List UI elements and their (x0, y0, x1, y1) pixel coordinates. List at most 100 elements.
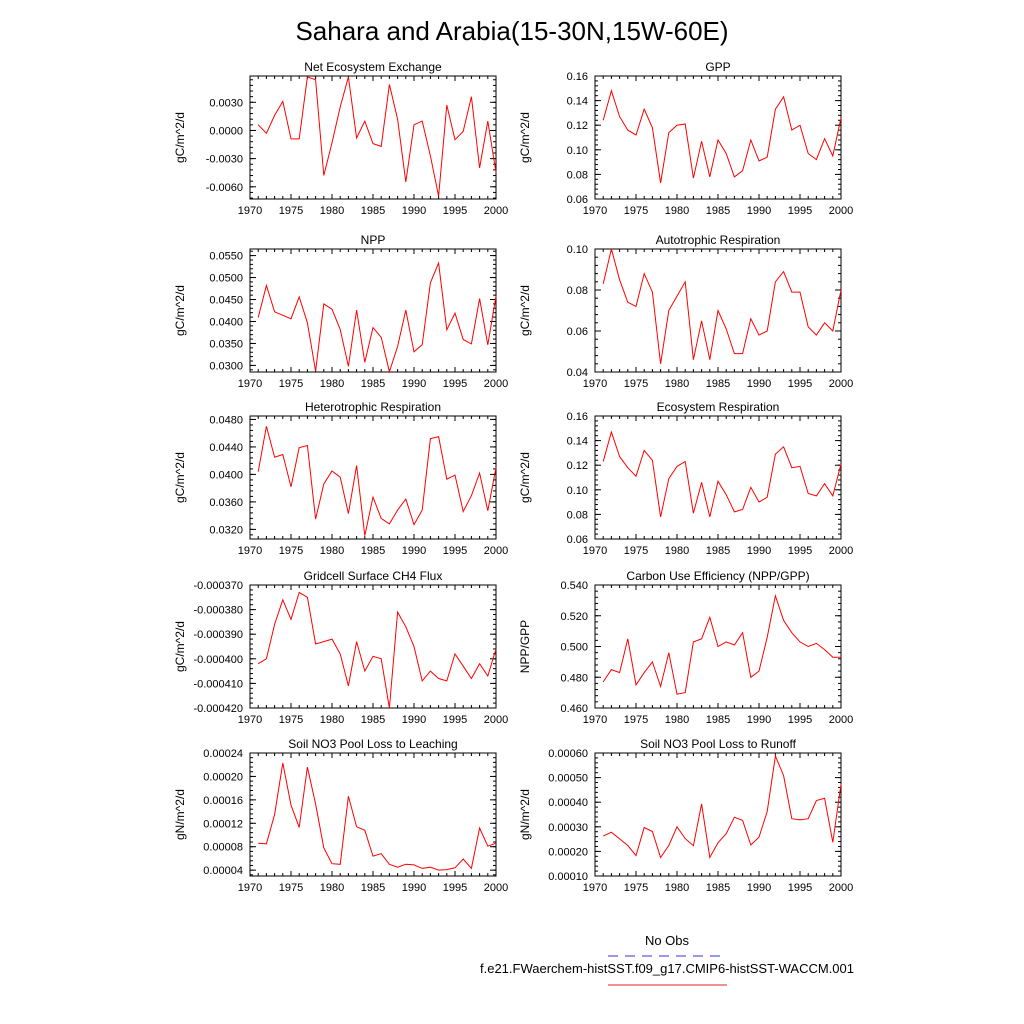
y-tick-label: 0.14 (567, 96, 588, 108)
y-tick-label: 0.0400 (209, 316, 243, 328)
legend-label-run: f.e21.FWaerchem-histSST.f09_g17.CMIP6-hi… (480, 961, 854, 976)
y-axis-label: gN/m^2/d (173, 789, 187, 840)
x-tick-label: 2000 (484, 545, 508, 557)
y-axis-label: gC/m^2/d (518, 285, 532, 336)
x-tick-label: 1980 (665, 545, 689, 557)
x-tick-label: 1970 (583, 882, 607, 894)
series-line (602, 754, 842, 860)
y-tick-label: -0.000380 (193, 605, 243, 617)
x-tick-label: 1985 (706, 714, 730, 726)
x-tick-label: 2000 (484, 882, 508, 894)
x-tick-label: 1980 (320, 378, 344, 390)
y-tick-label: 0.06 (567, 194, 588, 206)
y-tick-label: 0.08 (567, 169, 588, 181)
y-tick-label: 0.00040 (548, 797, 588, 809)
x-tick-label: 1975 (279, 714, 303, 726)
y-tick-label: -0.000390 (193, 629, 243, 641)
panel-title: Gridcell Surface CH4 Flux (304, 569, 443, 583)
y-axis-label: gN/m^2/d (518, 789, 532, 840)
y-tick-label: 0.00020 (203, 771, 243, 783)
chart-panel: Autotrophic Respiration gC/m^2/d 1970 1975 1… (518, 233, 853, 390)
chart-panel: Soil NO3 Pool Loss to Leaching gN/m^2/d 19… (173, 737, 508, 894)
y-tick-label: -0.000370 (193, 580, 243, 592)
y-tick-label: 0.0000 (209, 125, 243, 137)
x-tick-label: 1975 (279, 545, 303, 557)
y-tick-label: 0.00060 (548, 748, 588, 760)
y-tick-label: 0.0360 (209, 497, 243, 509)
chart-panel: Ecosystem Respiration gC/m^2/d 1970 1975 198… (518, 400, 853, 557)
chart-panel: Carbon Use Efficiency (NPP/GPP) NPP/GPP 19… (518, 569, 853, 726)
panel-title: Soil NO3 Pool Loss to Runoff (640, 737, 797, 751)
plot-frame (594, 75, 842, 200)
y-tick-label: 0.0480 (209, 414, 243, 426)
x-tick-label: 2000 (829, 545, 853, 557)
series-line (602, 593, 841, 695)
y-axis-label: gC/m^2/d (518, 112, 532, 163)
y-tick-label: 0.0500 (209, 273, 243, 285)
x-tick-label: 1970 (238, 545, 262, 557)
x-tick-label: 1985 (361, 205, 385, 217)
y-tick-label: 0.520 (560, 611, 588, 623)
x-tick-label: 1990 (747, 378, 771, 390)
x-tick-label: 1995 (788, 378, 812, 390)
y-tick-label: 0.04 (567, 367, 588, 379)
y-tick-label: 0.0450 (209, 295, 243, 307)
y-tick-label: 0.0030 (209, 97, 243, 109)
y-tick-label: 0.12 (567, 120, 588, 132)
plot-frame (249, 584, 497, 709)
x-tick-label: 1990 (402, 882, 426, 894)
x-tick-label: 1985 (706, 545, 730, 557)
y-tick-label: 0.00020 (548, 846, 588, 858)
x-tick-label: 1980 (665, 882, 689, 894)
x-tick-label: 2000 (829, 714, 853, 726)
y-tick-label: 0.0400 (209, 469, 243, 481)
y-tick-label: -0.0060 (206, 182, 243, 194)
panel-title: GPP (705, 60, 730, 74)
x-tick-label: 1980 (320, 882, 344, 894)
x-tick-label: 1990 (402, 714, 426, 726)
x-tick-label: 1980 (320, 205, 344, 217)
chart-panel: Gridcell Surface CH4 Flux gC/m^2/d 1970 197… (173, 569, 508, 726)
y-tick-label: 0.00004 (203, 865, 243, 877)
x-tick-label: 1995 (443, 205, 467, 217)
y-tick-label: -0.000410 (193, 678, 243, 690)
x-tick-label: 1985 (706, 882, 730, 894)
legend: No Obs f.e21.FWaerchem-histSST.f09_g17.C… (480, 933, 854, 986)
y-tick-label: 0.00010 (548, 871, 588, 883)
x-tick-label: 1970 (238, 882, 262, 894)
x-tick-label: 1970 (238, 205, 262, 217)
y-tick-label: 0.480 (560, 672, 588, 684)
y-tick-label: 0.00016 (203, 795, 243, 807)
y-tick-label: 0.0550 (209, 251, 243, 263)
x-tick-label: 1975 (279, 205, 303, 217)
y-tick-label: 0.10 (567, 485, 588, 497)
series-line (257, 426, 497, 536)
x-tick-label: 1990 (747, 545, 771, 557)
x-tick-label: 1970 (583, 378, 607, 390)
series-line (257, 261, 497, 374)
panels: Net Ecosystem Exchange gC/m^2/d 1970 1975 19… (173, 60, 853, 894)
y-tick-label: 0.16 (567, 411, 588, 423)
plot-frame (594, 752, 842, 877)
panel-title: Soil NO3 Pool Loss to Leaching (288, 737, 457, 751)
y-tick-label: 0.0350 (209, 338, 243, 350)
panel-title: NPP (361, 233, 386, 247)
y-tick-label: 0.08 (567, 285, 588, 297)
y-axis-label: gC/m^2/d (518, 452, 532, 503)
series-line (258, 762, 497, 871)
x-tick-label: 1995 (788, 545, 812, 557)
x-tick-label: 1975 (624, 545, 648, 557)
y-tick-label: 0.10 (567, 244, 588, 256)
plot-frame (249, 75, 497, 200)
plot-frame (249, 415, 497, 540)
x-tick-label: 1975 (624, 205, 648, 217)
y-axis-label: gC/m^2/d (173, 621, 187, 672)
y-axis-label: NPP/GPP (518, 620, 532, 673)
x-tick-label: 1975 (624, 714, 648, 726)
y-axis-label: gC/m^2/d (173, 452, 187, 503)
y-tick-label: 0.06 (567, 326, 588, 338)
series-line (602, 89, 842, 184)
y-tick-label: 0.00012 (203, 818, 243, 830)
chart-panel: Net Ecosystem Exchange gC/m^2/d 1970 1975 19… (173, 60, 508, 217)
y-tick-label: 0.0320 (209, 524, 243, 536)
